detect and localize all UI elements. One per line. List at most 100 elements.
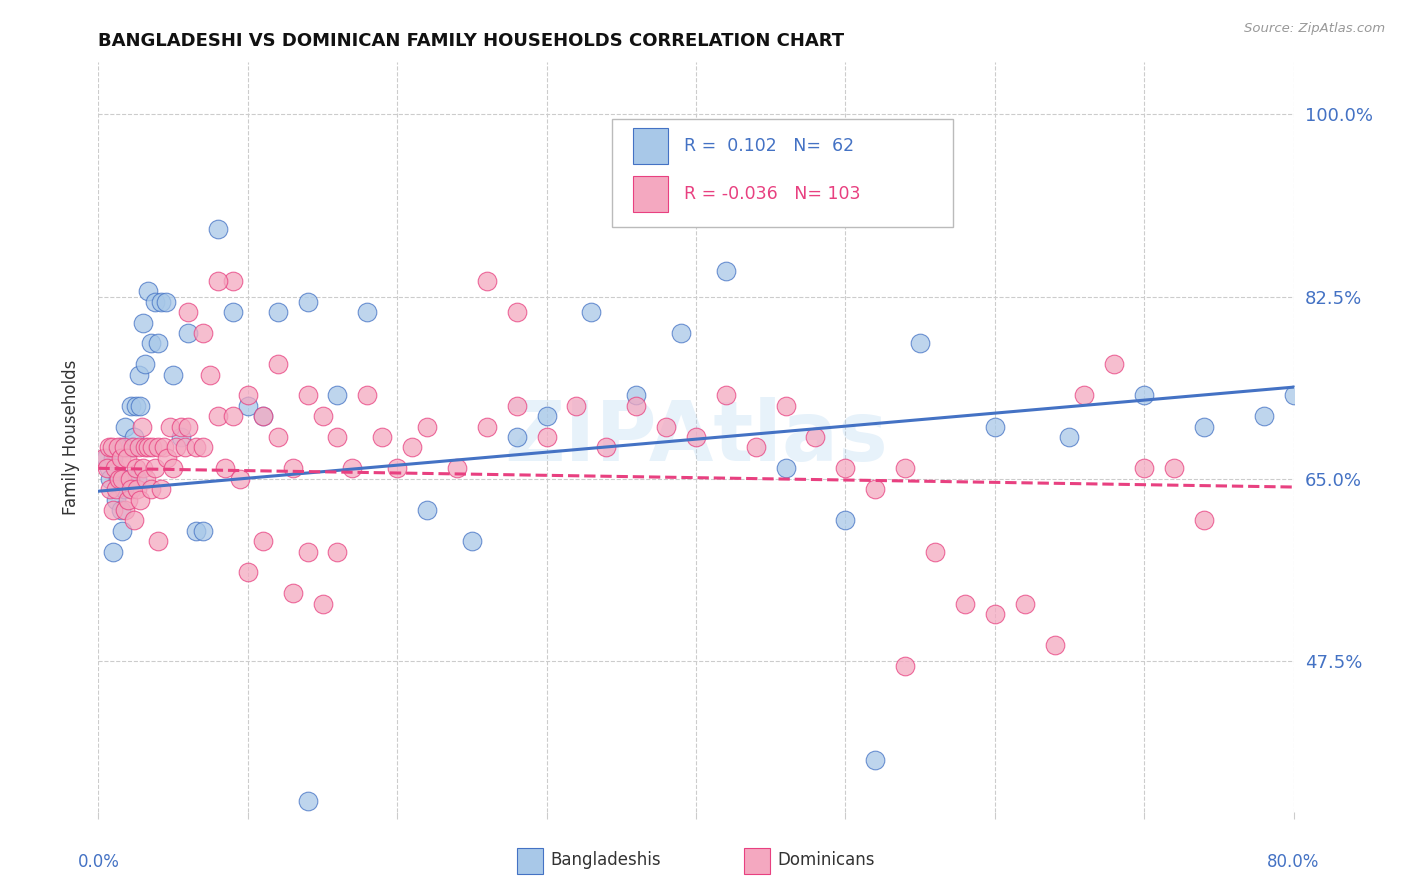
Point (506, 430, 529, 444)
Point (894, 659, 917, 673)
Point (214, 461, 236, 475)
Point (984, 607, 1007, 621)
Point (252, 409, 274, 424)
Point (356, 388, 378, 402)
Point (371, 430, 394, 444)
Point (148, 336, 170, 351)
Point (475, 419, 498, 434)
Point (207, 222, 229, 236)
Point (127, 482, 149, 496)
Point (506, 399, 529, 413)
Point (229, 472, 252, 486)
Point (908, 336, 931, 351)
Point (103, 544, 125, 558)
Point (267, 305, 290, 319)
Point (745, 441, 768, 455)
Point (565, 399, 588, 413)
Point (143, 294, 166, 309)
Point (626, 399, 648, 413)
Point (714, 388, 737, 402)
Point (984, 419, 1007, 434)
Point (416, 503, 439, 517)
Point (207, 274, 229, 288)
Point (101, 441, 124, 455)
Point (252, 534, 274, 549)
Point (1163, 461, 1185, 475)
Point (111, 472, 134, 486)
Text: Bangladeshis: Bangladeshis (550, 852, 661, 870)
Point (118, 472, 141, 486)
Point (98, 482, 122, 496)
Point (1192, 513, 1215, 527)
Point (775, 399, 797, 413)
Point (107, 441, 129, 455)
Point (153, 441, 176, 455)
Point (120, 482, 142, 496)
Point (159, 419, 181, 434)
Point (115, 450, 138, 465)
Point (97, 441, 120, 455)
Point (97, 461, 120, 475)
Bar (633, 177, 668, 212)
Point (121, 441, 143, 455)
Point (103, 450, 125, 465)
Point (595, 441, 617, 455)
Point (111, 524, 134, 538)
Point (475, 274, 498, 288)
Point (236, 566, 259, 580)
Point (416, 419, 439, 434)
Point (117, 492, 139, 507)
Point (110, 450, 132, 465)
Point (1133, 388, 1156, 402)
Point (236, 388, 259, 402)
Point (143, 461, 166, 475)
Point (128, 441, 150, 455)
Point (132, 461, 155, 475)
Text: Source: ZipAtlas.com: Source: ZipAtlas.com (1244, 22, 1385, 36)
Point (124, 513, 146, 527)
Point (1253, 409, 1275, 424)
Point (1192, 419, 1215, 434)
Point (953, 597, 976, 611)
Point (326, 544, 349, 558)
Point (804, 430, 827, 444)
Point (115, 441, 138, 455)
Point (626, 388, 648, 402)
Point (297, 544, 319, 558)
Point (128, 368, 150, 382)
Point (169, 430, 191, 444)
Text: Dominicans: Dominicans (778, 852, 875, 870)
Point (110, 503, 132, 517)
Point (281, 586, 304, 600)
Point (669, 326, 692, 340)
Point (162, 461, 184, 475)
Point (177, 326, 200, 340)
Point (356, 305, 378, 319)
Point (536, 409, 558, 424)
Point (107, 472, 129, 486)
Point (461, 534, 484, 549)
Point (1073, 388, 1095, 402)
Point (326, 388, 349, 402)
Point (156, 450, 179, 465)
Point (385, 461, 409, 475)
Point (865, 753, 887, 767)
Bar (517, 847, 543, 874)
Point (177, 305, 200, 319)
Point (297, 388, 319, 402)
Text: BANGLADESHI VS DOMINICAN FAMILY HOUSEHOLDS CORRELATION CHART: BANGLADESHI VS DOMINICAN FAMILY HOUSEHOL… (98, 32, 845, 50)
Point (129, 399, 152, 413)
Point (155, 294, 177, 309)
Point (117, 472, 139, 486)
Point (200, 368, 222, 382)
Point (191, 441, 214, 455)
Point (267, 357, 290, 371)
Point (139, 336, 162, 351)
Point (114, 419, 136, 434)
Point (98, 472, 122, 486)
Point (1282, 388, 1305, 402)
Point (148, 441, 170, 455)
Point (894, 461, 917, 475)
Point (222, 305, 245, 319)
Point (506, 305, 529, 319)
